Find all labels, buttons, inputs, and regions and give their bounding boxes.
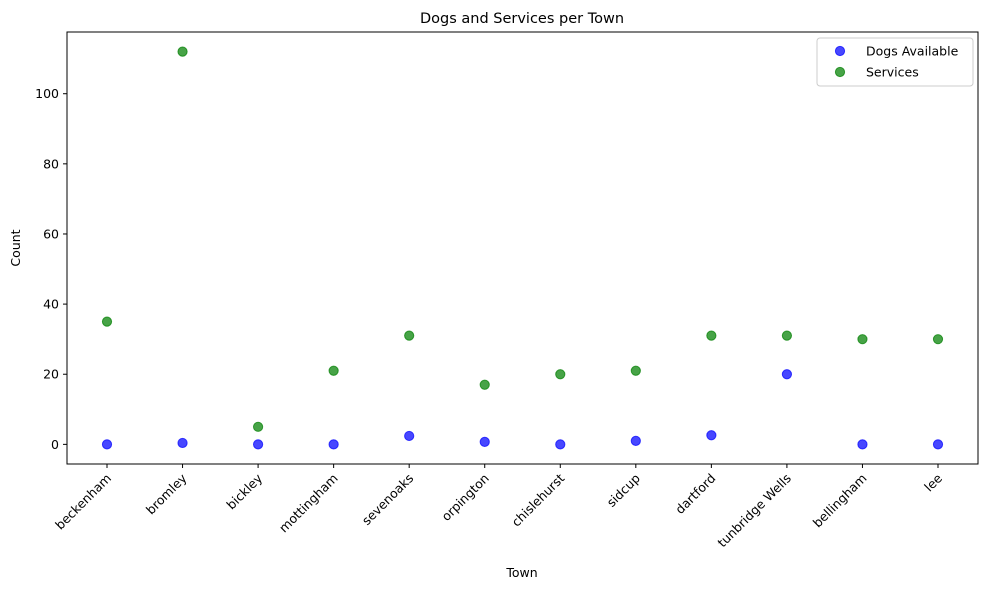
dogs-available-point-lee [932, 439, 944, 450]
legend-box [816, 37, 974, 87]
services-point-chislehurst [555, 369, 566, 380]
y-axis-label: Count [8, 229, 23, 266]
data-points [101, 46, 944, 450]
dogs-available-point-bromley [177, 437, 188, 449]
dogs-available-point-dartford [706, 430, 717, 441]
dogs-available-point-chislehurst [555, 439, 566, 450]
y-tick-label: 60 [43, 226, 59, 241]
dogs-available-point-tunbridge-wells [781, 369, 793, 380]
dogs-available-point-beckenham [101, 439, 113, 450]
dogs-available-point-sevenoaks [404, 430, 415, 442]
services-point-mottingham [328, 365, 339, 376]
y-tick-label: 100 [35, 86, 59, 101]
legend-label-services: Services [866, 65, 919, 80]
services-point-bickley [252, 421, 264, 432]
dogs-available-point-bellingham [857, 439, 868, 450]
legend-marker-dogs-available [834, 45, 846, 57]
dogs-available-point-mottingham [328, 439, 339, 450]
chart-title: Dogs and Services per Town [420, 11, 624, 27]
services-point-dartford [706, 330, 717, 341]
services-point-bromley [177, 46, 188, 57]
dogs-available-point-sidcup [630, 435, 641, 446]
services-point-beckenham [101, 316, 113, 327]
legend-marker-services [834, 66, 846, 78]
plot-frame [66, 31, 979, 465]
services-point-sidcup [630, 365, 641, 376]
services-point-orpington [479, 379, 490, 390]
y-axis: 0 20 40 60 80 100 [35, 86, 67, 452]
legend: Dogs Available Services [816, 37, 974, 87]
dogs-available-point-bickley [252, 439, 264, 450]
y-tick-label: 20 [43, 367, 59, 382]
dogs-available-point-orpington [479, 436, 490, 448]
y-tick-label: 80 [43, 156, 59, 171]
services-point-bellingham [857, 334, 868, 345]
legend-label-dogs-available: Dogs Available [866, 44, 959, 59]
y-tick-label: 0 [51, 437, 59, 452]
services-point-lee [932, 334, 944, 345]
y-tick-label: 40 [43, 297, 59, 312]
services-point-sevenoaks [404, 330, 415, 341]
x-axis-label: Town [505, 565, 537, 580]
services-point-tunbridge-wells [781, 330, 793, 341]
